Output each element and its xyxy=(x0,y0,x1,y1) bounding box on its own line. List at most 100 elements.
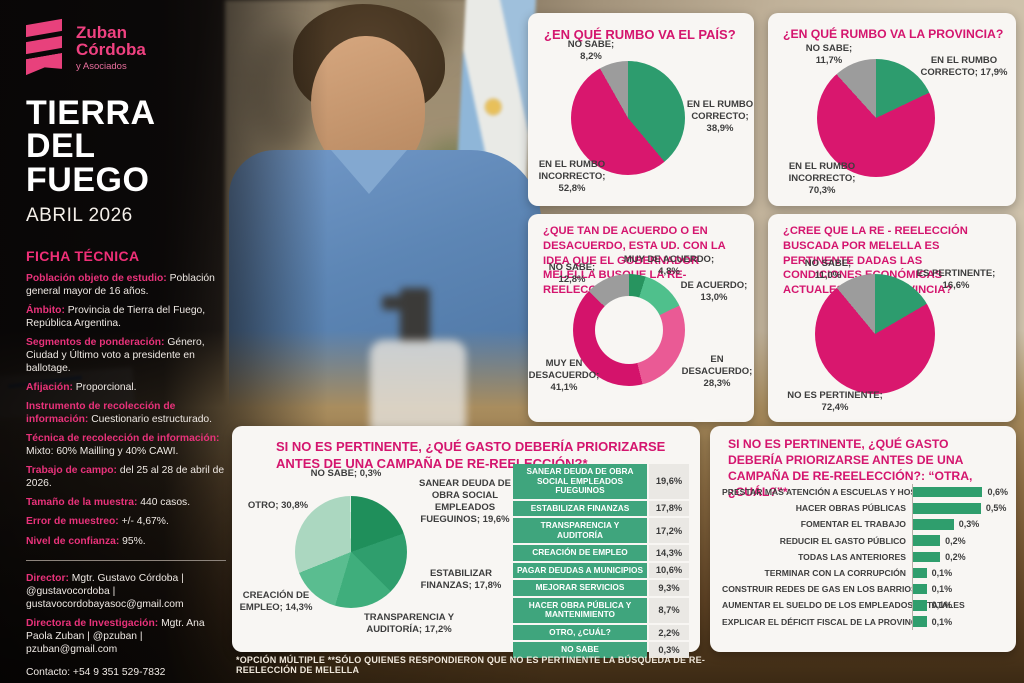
ficha-item: Trabajo de campo: del 25 al 28 de abril … xyxy=(26,465,226,491)
bar-row: PRESTAR MÁS ATENCIÓN A ESCUELAS Y HOSPIT… xyxy=(722,484,1008,501)
bar xyxy=(913,616,927,627)
table-row-label: ESTABILIZAR FINANZAS xyxy=(513,500,647,517)
donut-label-en-desacuerdo: EN DESACUERDO; 28,3% xyxy=(681,354,753,390)
ficha-item-value: Cuestionario estructurado. xyxy=(91,413,213,425)
brand-logo: Zuban Córdoba y Asociados xyxy=(26,16,226,77)
directora-line: Directora de Investigación: Mgtr. Ana Pa… xyxy=(26,618,226,656)
bar-value: 0,1% xyxy=(931,568,953,579)
table-row-value: 17,2% xyxy=(649,518,689,544)
ficha-item-value: +/- 4,67%. xyxy=(121,516,169,528)
brand-name-line1: Zuban xyxy=(76,23,127,42)
bar xyxy=(913,535,941,546)
ficha-list: Población objeto de estudio: Población g… xyxy=(26,273,226,679)
panel-gasto-priorizar: SI NO ES PERTINENTE, ¿QUÉ GASTO DEBERÍA … xyxy=(232,426,700,658)
pie-label-es-pertinente: ES PERTINENTE; 16,6% xyxy=(916,268,996,292)
bar-row: REDUCIR EL GASTO PÚBLICO 0,2% xyxy=(722,532,1008,549)
ficha-item-value: del 25 al 28 de abril de 2026. xyxy=(26,465,225,489)
sidebar: Zuban Córdoba y Asociados TIERRA DEL FUE… xyxy=(26,16,226,679)
report-title-line1: TIERRA xyxy=(26,94,156,132)
bar-track: 0,1% xyxy=(912,564,1008,582)
ficha-item-label: Error de muestreo: xyxy=(26,516,119,528)
logo-mark-icon xyxy=(26,16,62,77)
bar-row-label: AUMENTAR EL SUELDO DE LOS EMPLEADOS ESTA… xyxy=(722,600,965,611)
ficha-item-label: Población objeto de estudio: xyxy=(26,272,167,284)
ficha-item: Instrumento de recolección de informació… xyxy=(26,401,226,427)
bar-row-label: TODAS LAS ANTERIORES xyxy=(798,551,906,562)
bar-value: 0,6% xyxy=(987,487,1008,498)
ficha-item-label: Ámbito: xyxy=(26,304,65,316)
table-row-label: SANEAR DEUDA DE OBRA SOCIAL EMPLEADOS FU… xyxy=(513,464,647,499)
bar-row: CONSTRUIR REDES DE GAS EN LOS BARRIOS 0,… xyxy=(722,581,1008,598)
brand-name: Zuban Córdoba y Asociados xyxy=(76,16,146,71)
bar-track: 0,1% xyxy=(912,581,1008,598)
ficha-item-label: Nivel de confianza: xyxy=(26,535,120,547)
ficha-item-value: 440 casos. xyxy=(140,497,191,509)
table-row-label: OTRO, ¿CUÁL? xyxy=(513,624,647,641)
bar-track: 0,1% xyxy=(912,597,1008,614)
table-row-value: 10,6% xyxy=(649,562,689,579)
bar-track: 0,3% xyxy=(912,516,1008,533)
table-row: NO SABE 0,3% xyxy=(513,642,689,658)
bar-value: 0,3% xyxy=(958,519,980,530)
bar-chart-otra-cual: PRESTAR MÁS ATENCIÓN A ESCUELAS Y HOSPIT… xyxy=(722,484,1008,630)
bar-track: 0,1% xyxy=(912,613,1008,630)
table-row-value: 0,3% xyxy=(649,642,689,658)
logo-ribbon-icon xyxy=(26,18,62,38)
pie-chart-gasto xyxy=(295,496,407,608)
donut-chart-acuerdo xyxy=(573,274,685,386)
bar xyxy=(913,567,927,579)
bar-row: FOMENTAR EL TRABAJO 0,3% xyxy=(722,516,1008,533)
report-title-line2: DEL FUEGO xyxy=(26,127,150,199)
table-row: CREACIÓN DE EMPLEO 14,3% xyxy=(513,545,689,561)
ficha-item: Tamaño de la muestra: 440 casos. xyxy=(26,497,226,510)
ficha-item: Afijación: Proporcional. xyxy=(26,382,226,395)
table-row: HACER OBRA PÚBLICA Y MANTENIMIENTO 8,7% xyxy=(513,597,689,623)
panel-title: SI NO ES PERTINENTE, ¿QUÉ GASTO DEBERÍA … xyxy=(728,437,973,500)
divider xyxy=(26,560,226,562)
bar-row-label: FOMENTAR EL TRABAJO xyxy=(800,519,906,530)
ficha-item-label: Instrumento de recolección de informació… xyxy=(26,401,176,425)
bar-row-label: EXPLICAR EL DÉFICIT FISCAL DE LA PROVINC… xyxy=(722,616,926,627)
bar-value: 0,2% xyxy=(945,535,966,546)
ficha-item: Ámbito: Provincia de Tierra del Fuego, R… xyxy=(26,305,226,331)
table-row-label: HACER OBRA PÚBLICA Y MANTENIMIENTO xyxy=(513,597,647,623)
table-row-value: 19,6% xyxy=(649,464,689,499)
bar-row-label: HACER OBRAS PÚBLICAS xyxy=(795,503,906,514)
ficha-item-value: Población general mayor de 16 años. xyxy=(26,272,215,297)
panel-pertinencia: ¿CREE QUE LA RE - REELECCIÓN BUSCADA POR… xyxy=(768,214,1016,422)
pie-label-no-sabe: NO SABE; 0,3% xyxy=(310,468,382,479)
director-value: Mgtr. Gustavo Córdoba | @gustavocordoba … xyxy=(26,573,184,610)
table-row: SANEAR DEUDA DE OBRA SOCIAL EMPLEADOS FU… xyxy=(513,464,689,499)
contact-line: Contacto: +54 9 351 529-7832 xyxy=(26,666,166,678)
bar-row: TODAS LAS ANTERIORES 0,2% xyxy=(722,548,1008,565)
bar-track: 0,2% xyxy=(912,548,1008,565)
report-title: TIERRA DEL FUEGO xyxy=(26,94,226,199)
table-row-label: TRANSPARENCIA Y AUDITORÍA xyxy=(513,518,647,544)
table-row: TRANSPARENCIA Y AUDITORÍA 17,2% xyxy=(513,518,689,544)
bar-value: 0,1% xyxy=(931,616,953,627)
ficha-item: Técnica de recolección de información: M… xyxy=(26,433,226,459)
donut-label-de-acuerdo: DE ACUERDO; 13,0% xyxy=(680,280,748,304)
ficha-item-label: Técnica de recolección de información: xyxy=(26,433,220,445)
bar-row-label: CONSTRUIR REDES DE GAS EN LOS BARRIOS xyxy=(722,584,917,595)
bar-row-label: TERMINAR CON LA CORRUPCIÓN xyxy=(764,568,906,579)
bar-value: 0,1% xyxy=(931,600,953,611)
ficha-item: Nivel de confianza: 95%. xyxy=(26,536,226,549)
pie-label-no-sabe: NO SABE; 11,0% xyxy=(804,258,852,282)
pie-label-incorrecto: EN EL RUMBO INCORRECTO; 70,3% xyxy=(788,161,856,197)
bar-value: 0,2% xyxy=(945,551,966,562)
bar-row: HACER OBRAS PÚBLICAS 0,5% xyxy=(722,500,1008,517)
table-row-label: MEJORAR SERVICIOS xyxy=(513,580,647,596)
ficha-item: Segmentos de ponderación: Género, Ciudad… xyxy=(26,337,226,375)
bar xyxy=(913,519,954,530)
table-row-value: 2,2% xyxy=(649,624,689,641)
pie-label-otro: OTRO; 30,8% xyxy=(247,500,309,511)
director-line: Director: Mgtr. Gustavo Córdoba | @gusta… xyxy=(26,573,226,611)
pie-chart-rumbo-pais xyxy=(571,61,685,175)
bar xyxy=(913,486,983,498)
bar-row: AUMENTAR EL SUELDO DE LOS EMPLEADOS ESTA… xyxy=(722,597,1008,614)
donut-label-muy-en-desacuerdo: MUY EN DESACUERDO; 41,1% xyxy=(528,358,600,394)
bar-track: 0,2% xyxy=(912,532,1008,549)
pie-label-correcto: EN EL RUMBO CORRECTO; 17,9% xyxy=(920,55,1008,79)
